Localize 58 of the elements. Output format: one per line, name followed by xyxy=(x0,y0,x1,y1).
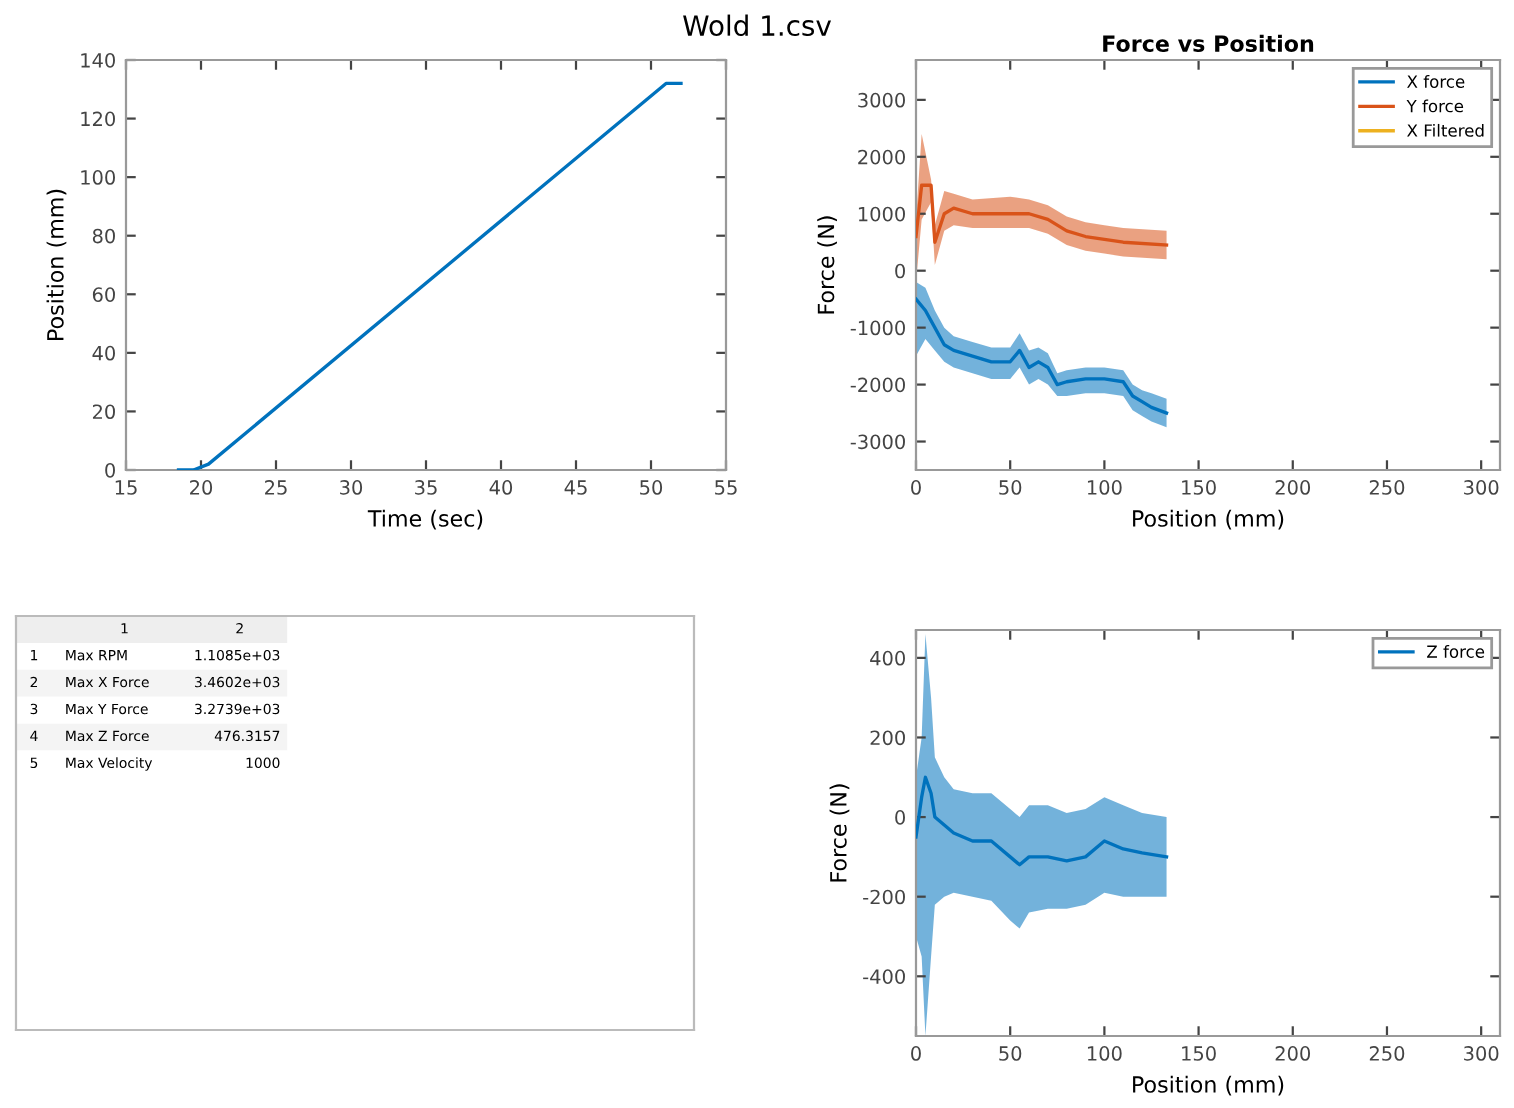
y-tick-label: 400 xyxy=(870,650,905,666)
legend-label: Z force xyxy=(1427,645,1485,658)
y-tick-label: 0 xyxy=(105,462,115,478)
y-tick-label: -2000 xyxy=(850,377,905,393)
legend-label: X Filtered xyxy=(1407,123,1484,137)
x-tick-label: 200 xyxy=(1275,1046,1311,1061)
y-tick-label: 1000 xyxy=(858,206,905,222)
x-tick-label: 0 xyxy=(911,1046,921,1061)
legend-label: Y force xyxy=(1406,99,1464,113)
y-tick-label: 0 xyxy=(895,810,905,825)
x-tick-label: 50 xyxy=(999,1046,1022,1061)
y-tick-label: 140 xyxy=(81,52,115,68)
y-tick-label: 20 xyxy=(92,404,115,420)
y-tick-label: -3000 xyxy=(850,434,905,450)
y-tick-label: 120 xyxy=(81,111,115,127)
line-series xyxy=(916,775,1169,867)
y-tick-label: -400 xyxy=(863,969,905,984)
x-axis-title: Position (mm) xyxy=(1133,509,1284,530)
y-tick-label: 3000 xyxy=(858,92,905,108)
x-tick-label: 50 xyxy=(640,480,663,495)
y-tick-label: 60 xyxy=(92,287,115,302)
legend-label: X force xyxy=(1407,75,1465,88)
y-tick-label: -1000 xyxy=(850,320,905,336)
y-tick-label: 40 xyxy=(92,345,115,361)
x-tick-label: 200 xyxy=(1275,480,1311,495)
x-tick-label: 40 xyxy=(489,480,513,495)
x-axis-title: Time (sec) xyxy=(367,509,483,530)
chart-title: Wold 1.csv xyxy=(683,14,832,37)
x-tick-label: 250 xyxy=(1369,480,1405,495)
x-tick-label: 250 xyxy=(1369,1046,1405,1061)
x-tick-label: 20 xyxy=(190,480,213,495)
y-tick-label: 0 xyxy=(895,263,905,279)
x-tick-label: 150 xyxy=(1182,480,1216,495)
x-tick-label: 300 xyxy=(1464,1046,1499,1061)
x-tick-label: 45 xyxy=(564,480,587,495)
x-tick-label: 100 xyxy=(1087,480,1122,495)
y-tick-label: 2000 xyxy=(858,149,905,165)
x-tick-label: 35 xyxy=(415,480,437,495)
x-tick-label: 0 xyxy=(911,480,921,495)
y-tick-label: 100 xyxy=(81,170,115,185)
x-tick-label: 25 xyxy=(265,480,287,495)
y-axis-title: Force (N) xyxy=(829,784,850,882)
y-tick-label: 200 xyxy=(870,730,905,746)
x-axis-title: Position (mm) xyxy=(1133,1075,1284,1096)
x-tick-label: 30 xyxy=(340,480,363,495)
chart-title: Force vs Position xyxy=(1103,34,1314,52)
y-axis-title: Force (N) xyxy=(817,216,837,314)
line-series xyxy=(916,297,1169,415)
y-axis-title: Position (mm) xyxy=(46,189,67,340)
x-tick-label: 300 xyxy=(1464,480,1499,495)
x-tick-label: 50 xyxy=(999,480,1022,495)
x-tick-label: 150 xyxy=(1182,1046,1216,1061)
x-tick-label: 15 xyxy=(115,480,137,495)
line-series xyxy=(916,183,1169,247)
x-tick-label: 55 xyxy=(715,480,737,495)
y-tick-label: -200 xyxy=(863,889,905,905)
y-tick-label: 80 xyxy=(92,228,115,244)
x-tick-label: 100 xyxy=(1087,1046,1122,1061)
